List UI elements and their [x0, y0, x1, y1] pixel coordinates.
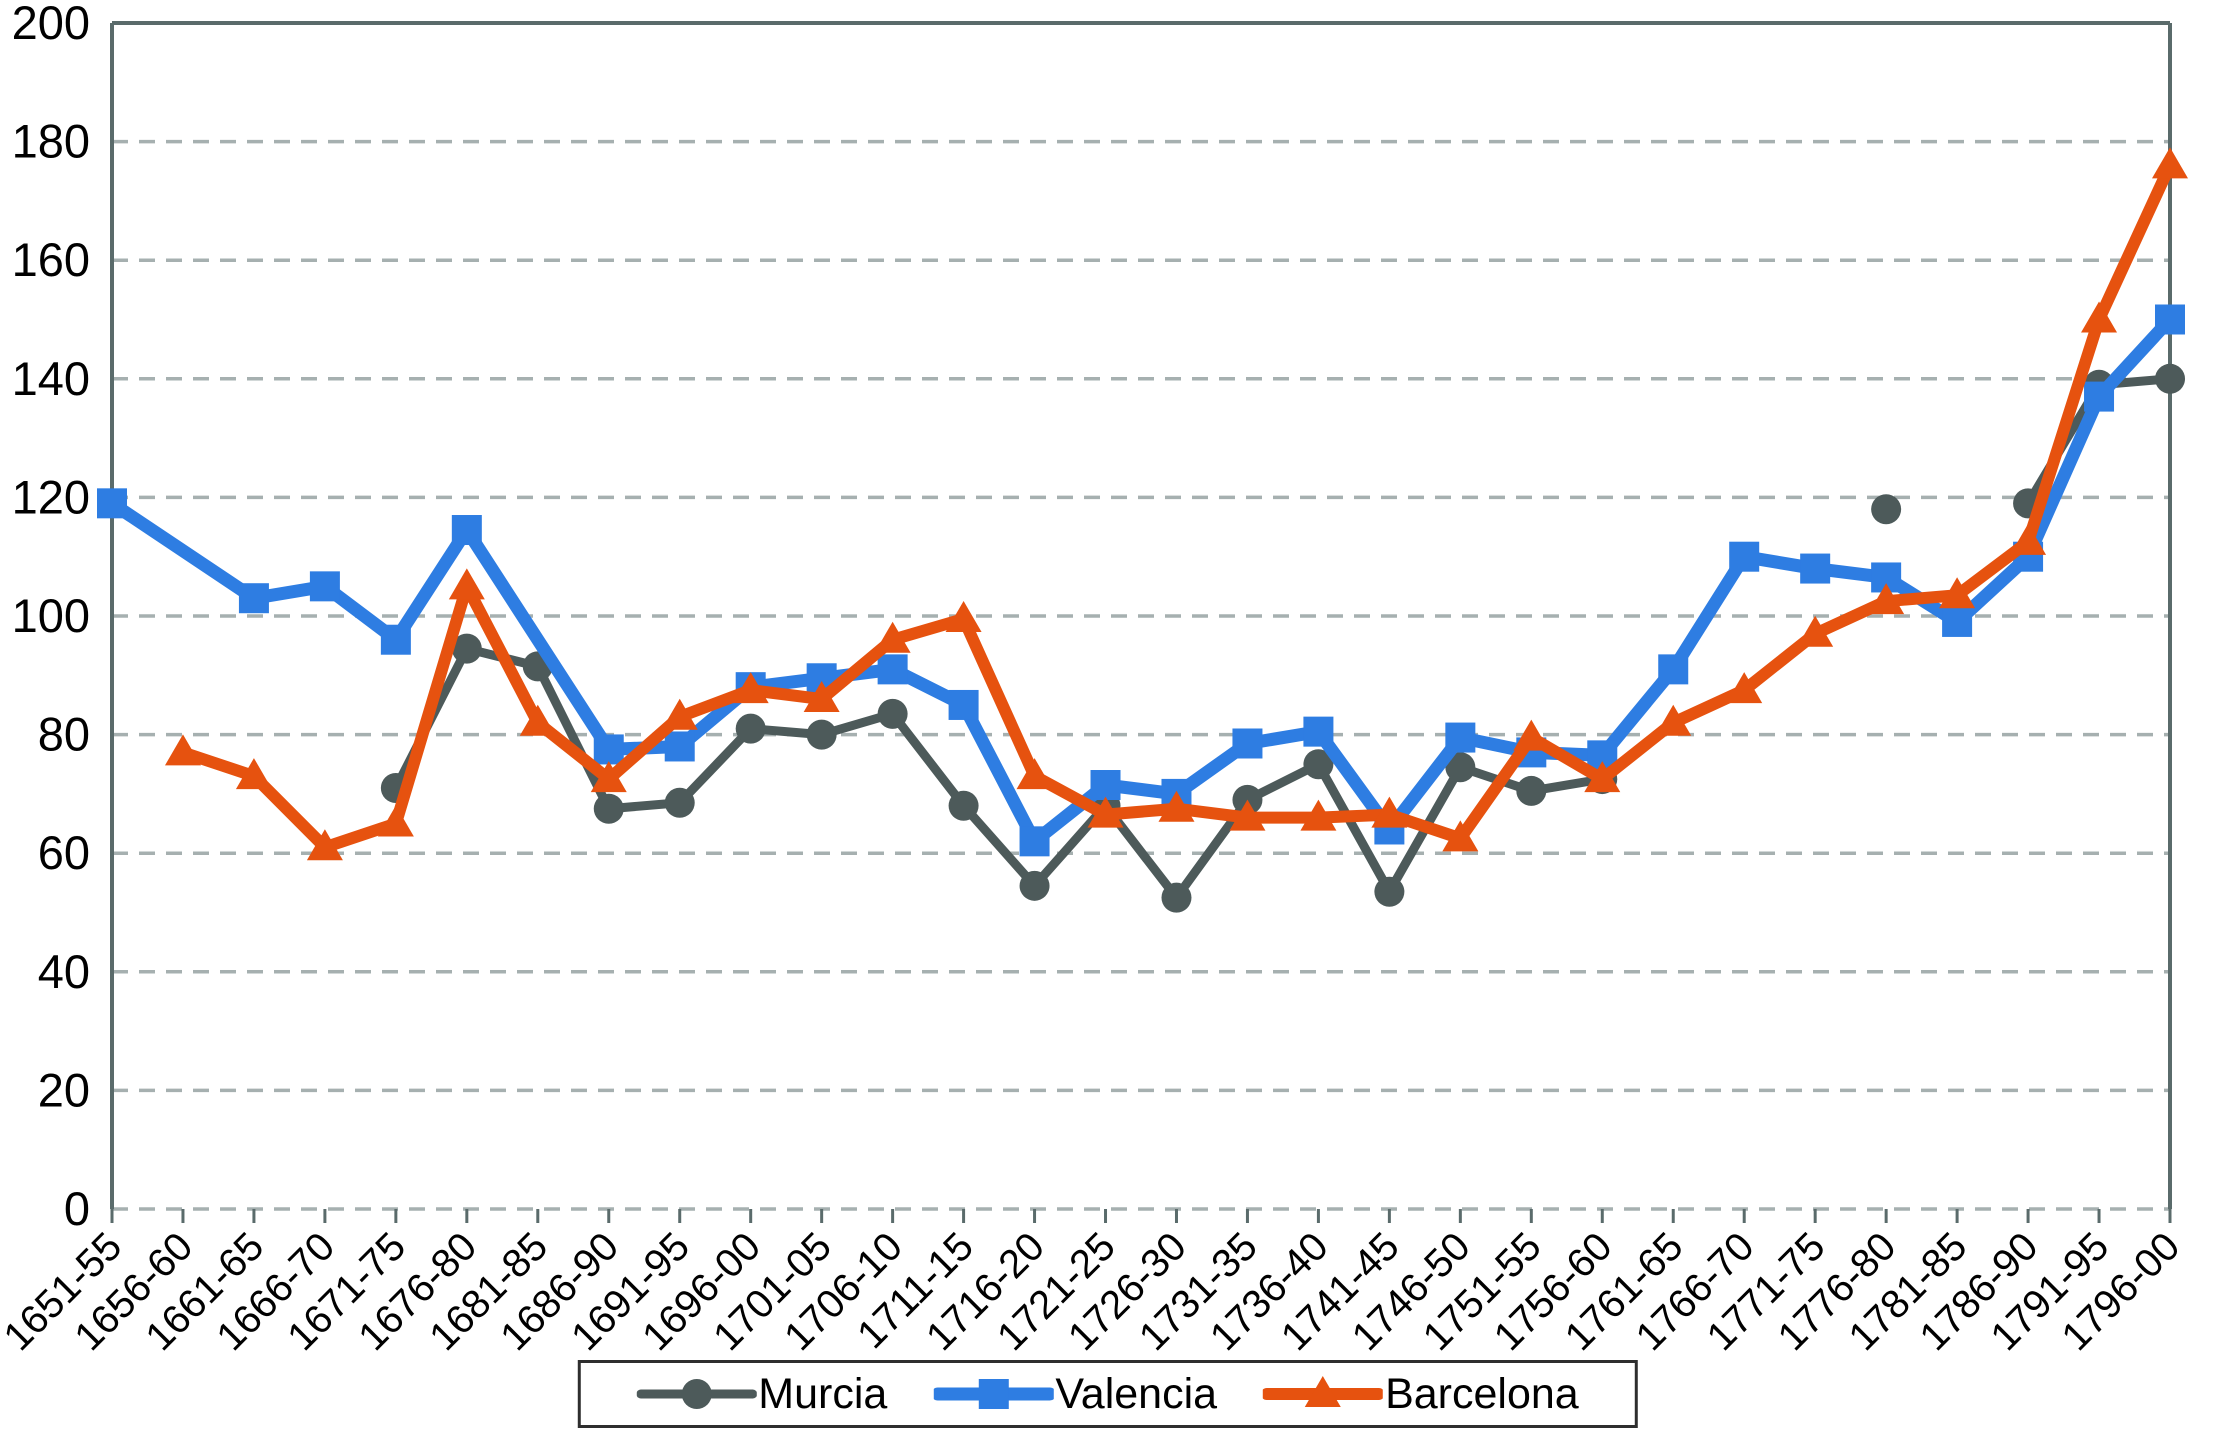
series-line	[105, 313, 2177, 848]
y-tick-label: 60	[38, 826, 90, 879]
data-point-circle	[664, 787, 695, 818]
legend: Murcia Valencia Barcelona	[577, 1360, 1638, 1428]
y-tick-label: 40	[38, 945, 90, 998]
data-point-square	[238, 583, 269, 614]
data-point-triangle	[2081, 301, 2118, 333]
data-point-circle	[1019, 870, 1050, 901]
data-point-circle	[681, 1379, 712, 1409]
data-point-triangle	[164, 734, 201, 766]
valencia-marker-icon	[933, 1379, 1054, 1409]
data-point-circle	[806, 719, 837, 750]
data-point-triangle	[306, 829, 343, 861]
data-point-circle	[877, 698, 908, 729]
data-point-square	[451, 515, 482, 546]
y-tick-label: 120	[12, 470, 90, 523]
murcia-marker-icon	[636, 1379, 757, 1409]
data-point-circle	[1516, 775, 1547, 806]
data-point-circle	[1871, 494, 1902, 525]
axes	[110, 21, 2172, 1209]
data-point-circle	[2155, 363, 2185, 394]
data-point-triangle	[1797, 615, 1834, 647]
y-tick-label: 20	[38, 1063, 90, 1116]
y-tick-label: 0	[64, 1182, 90, 1235]
data-point-square	[877, 654, 908, 685]
data-point-triangle	[945, 600, 982, 632]
data-point-square	[1729, 541, 1760, 572]
data-point-triangle	[1513, 719, 1550, 751]
data-point-triangle	[377, 805, 414, 837]
data-point-triangle	[1300, 799, 1337, 831]
y-tick-label: 100	[12, 589, 90, 642]
y-tick-label: 180	[12, 115, 90, 168]
y-tick-label: 140	[12, 352, 90, 405]
data-point-triangle	[732, 672, 769, 704]
data-point-triangle	[1442, 820, 1479, 852]
y-tick-label: 80	[38, 708, 90, 761]
data-point-triangle	[1087, 796, 1124, 828]
data-point-triangle	[1939, 577, 1976, 609]
data-point-square	[1303, 716, 1334, 747]
data-point-triangle	[2010, 523, 2047, 555]
barcelona-marker-icon	[1263, 1376, 1384, 1407]
data-point-triangle	[235, 758, 272, 790]
data-point-triangle	[661, 698, 698, 730]
data-point-square	[1090, 770, 1121, 801]
data-point-square	[1232, 728, 1263, 759]
data-point-triangle	[1371, 796, 1408, 828]
data-point-square	[1445, 722, 1476, 753]
data-point-triangle	[1158, 790, 1195, 822]
data-point-triangle	[1229, 799, 1266, 831]
data-point-triangle	[874, 621, 911, 653]
y-tick-label: 160	[12, 233, 90, 286]
legend-item-murcia: Murcia	[636, 1370, 887, 1419]
data-point-circle	[1374, 876, 1405, 907]
data-point-square	[2084, 381, 2115, 412]
x-ticks	[110, 1209, 2172, 1223]
legend-item-valencia: Valencia	[933, 1370, 1217, 1419]
data-point-triangle	[519, 704, 556, 736]
data-point-square	[97, 488, 127, 519]
x-axis-labels: 1651-551656-601661-651666-701671-751676-…	[0, 1224, 2188, 1359]
legend-label-murcia: Murcia	[758, 1369, 888, 1418]
data-point-triangle	[1016, 758, 1053, 790]
data-point-triangle	[1868, 583, 1905, 615]
data-point-circle	[948, 790, 979, 821]
data-point-triangle	[590, 761, 627, 793]
data-point-triangle	[1305, 1376, 1342, 1407]
data-point-square	[978, 1379, 1009, 1409]
data-point-square	[1019, 826, 1050, 857]
y-tick-label: 200	[12, 0, 90, 49]
data-point-square	[309, 571, 340, 602]
data-point-square	[948, 689, 979, 720]
y-axis-labels: 0 20 40 60 80 100 120 140 160 180 200	[12, 0, 90, 1235]
series-murcia	[380, 363, 2185, 913]
data-point-triangle	[2152, 147, 2188, 179]
data-point-circle	[451, 633, 482, 664]
data-point-circle	[1161, 882, 1192, 913]
data-point-circle	[593, 793, 624, 824]
data-point-square	[1942, 606, 1973, 637]
data-point-circle	[1445, 752, 1476, 783]
data-point-square	[380, 624, 411, 655]
data-point-square	[1658, 654, 1689, 685]
data-point-triangle	[448, 568, 485, 600]
data-point-square	[664, 731, 695, 762]
y-gridlines	[112, 139, 2170, 1211]
data-point-square	[2155, 304, 2185, 335]
data-point-triangle	[1726, 672, 1763, 704]
legend-label-valencia: Valencia	[1055, 1369, 1218, 1418]
data-point-circle	[1303, 749, 1334, 780]
data-point-square	[1800, 553, 1831, 584]
legend-item-barcelona: Barcelona	[1263, 1370, 1579, 1419]
data-point-square	[593, 734, 624, 765]
series-barcelona	[164, 147, 2188, 861]
legend-label-barcelona: Barcelona	[1385, 1369, 1579, 1418]
data-point-circle	[735, 713, 766, 744]
data-point-triangle	[1655, 704, 1692, 736]
data-point-triangle	[803, 681, 840, 713]
data-point-triangle	[1584, 761, 1621, 793]
